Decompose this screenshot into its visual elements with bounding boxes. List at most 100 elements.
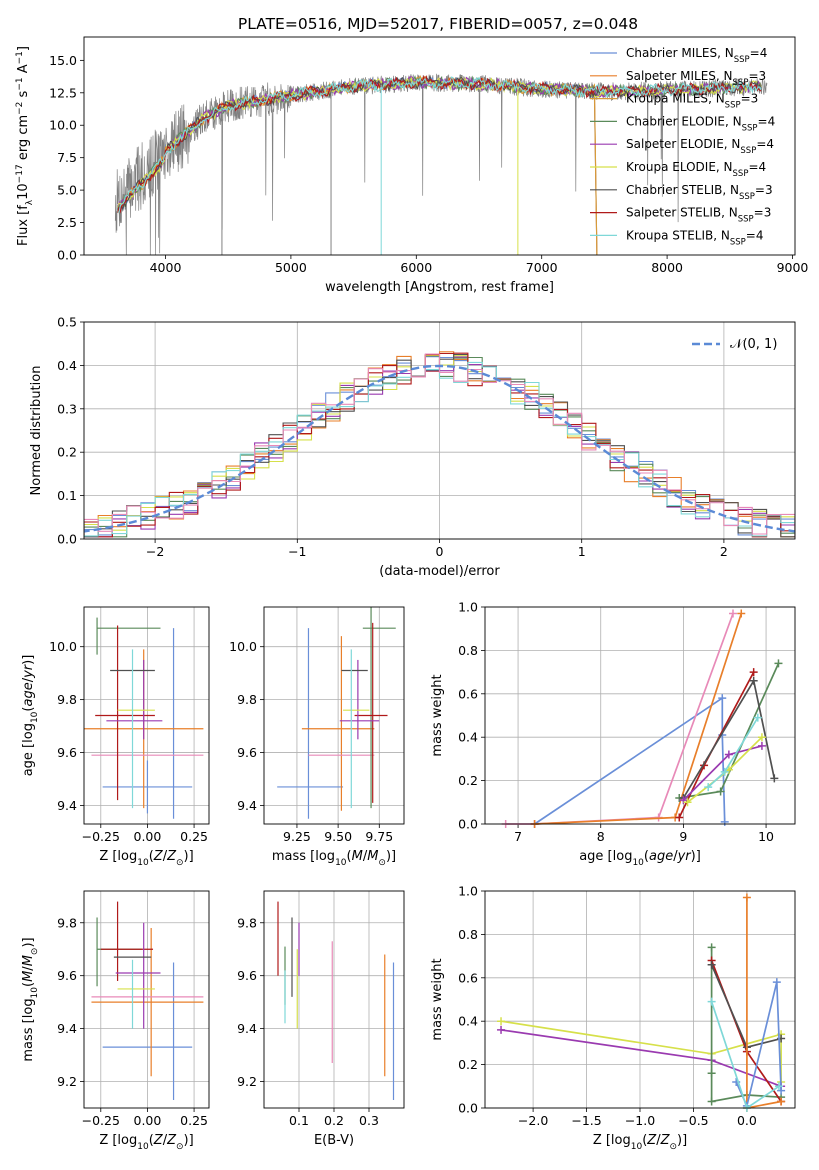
x-axis-label: (data-model)/error xyxy=(379,564,500,579)
label-part: )] xyxy=(184,1133,194,1148)
label-part: 10 xyxy=(30,987,40,999)
label-part: −1 xyxy=(15,51,25,64)
y-tick-label: 9.6 xyxy=(57,745,77,760)
legend-entry: Salpeter STELIB, NSSP=3 xyxy=(626,206,771,225)
legend-entry-sep: , N xyxy=(716,160,733,174)
label-part: ( xyxy=(149,1133,154,1148)
label-part: )] xyxy=(677,1133,687,1148)
y-tick-label: 12.5 xyxy=(49,85,77,100)
x-tick-label: 4000 xyxy=(150,260,182,275)
weight-point-marker xyxy=(704,783,713,792)
x-axis-label: age [log10(age/yr)] xyxy=(579,849,701,868)
y-tick-label: 0.1 xyxy=(57,488,77,503)
y-tick-label: 9.8 xyxy=(57,692,77,707)
legend-entry-name: Chabrier MILES xyxy=(626,46,717,60)
label-part: Z xyxy=(646,1133,657,1148)
weight-point-marker xyxy=(720,767,729,776)
legend-entry: Chabrier MILES, NSSP=4 xyxy=(626,46,767,65)
y-tick-label: 7.5 xyxy=(57,150,77,165)
y-axis-label: Normed distribution xyxy=(29,366,44,496)
label-part: 10 xyxy=(30,711,40,723)
label-part: ⊙ xyxy=(30,948,40,956)
legend-entry-nssp: 3 xyxy=(759,69,767,83)
weight-point-marker xyxy=(729,609,737,618)
label-part: M xyxy=(367,849,378,864)
label-part: ] xyxy=(16,46,31,51)
y-tick-label: 9.4 xyxy=(57,1021,77,1036)
legend-entry-sep: , N xyxy=(722,183,739,197)
weight-point-marker xyxy=(497,1017,506,1026)
x-tick-label: 0.3 xyxy=(359,1113,379,1128)
figure-title: PLATE=0516, MJD=52017, FIBERID=0057, z=0… xyxy=(238,15,638,33)
label-part: A xyxy=(16,64,31,77)
age_vs_Z-frame xyxy=(83,606,210,825)
label-part: s xyxy=(16,90,31,101)
legend-entry-sub: SSP xyxy=(739,192,755,202)
label-part: M xyxy=(352,849,363,864)
spectrum-lines xyxy=(114,73,768,255)
x-tick-label: −2 xyxy=(146,544,164,559)
y-tick-label: 5.0 xyxy=(57,183,77,198)
weight-point-marker xyxy=(757,733,766,742)
label-part: −17 xyxy=(15,164,25,183)
residuals-frame xyxy=(83,321,796,540)
label-part: λ xyxy=(25,199,35,205)
weight-point-marker xyxy=(720,817,729,826)
weight-point-marker xyxy=(707,1069,716,1078)
label-part: )] xyxy=(21,655,36,665)
weight-series-line xyxy=(500,1029,782,1088)
label-part: )] xyxy=(691,849,701,864)
model-line-chabrier-stelib xyxy=(117,74,762,211)
weight-point-marker xyxy=(716,787,725,796)
legend-entry-eq: = xyxy=(748,160,758,174)
y-axis-label: mass weight xyxy=(430,958,445,1040)
legend-entry-name: Kroupa MILES xyxy=(626,92,708,106)
weight-point-marker xyxy=(707,1097,716,1106)
label-part: 10 xyxy=(137,858,149,868)
mass_vs_Z-frame xyxy=(83,890,210,1109)
x-tick-label: 7000 xyxy=(526,260,558,275)
legend-entry-name: Salpeter STELIB xyxy=(626,206,721,220)
y-tick-label: 9.8 xyxy=(237,915,257,930)
mass_weight_vs_age-frame xyxy=(484,606,796,825)
legend-entry-sub: SSP xyxy=(725,101,741,111)
axes-age_vs_mass: 9.25 9.50 9.75 9.4 9.6 9.8 10.0 xyxy=(229,607,404,844)
y-axis-label: mass weight xyxy=(430,674,445,756)
x-tick-label: 9000 xyxy=(777,260,809,275)
weight-point-marker xyxy=(724,750,733,759)
axes-mass_weight_vs_Z: −2.0 −1.5 −1.0 −0.5 0.0 0.0 0.2 0.4 0.6 0.8 1.0 xyxy=(458,884,795,1128)
legend-entry: Chabrier STELIB, NSSP=3 xyxy=(626,183,773,202)
label-part: ( xyxy=(644,849,649,864)
label-part: 10 xyxy=(335,858,347,868)
x-tick-label: 2 xyxy=(720,544,728,559)
label-part: 10 xyxy=(137,1142,149,1152)
label-part: −2 xyxy=(15,102,25,115)
weight-point-marker xyxy=(774,659,783,668)
legend-entry: Kroupa MILES, NSSP=3 xyxy=(626,92,758,111)
x-axis-label: Z [log10(Z/Z⊙)] xyxy=(99,1133,193,1152)
label-part: yr xyxy=(21,663,36,679)
y-tick-label: 9.6 xyxy=(57,968,77,983)
weight-point-marker xyxy=(737,609,746,618)
y-tick-label: 9.4 xyxy=(237,798,257,813)
x-tick-label: 1 xyxy=(578,544,586,559)
y-tick-label: 0.4 xyxy=(57,358,77,373)
legend-entry: Salpeter ELODIE, NSSP=4 xyxy=(626,137,774,156)
legend-entry: Chabrier ELODIE, NSSP=4 xyxy=(626,114,775,133)
y-tick-label: 0.0 xyxy=(57,532,77,547)
legend-entry-nssp: 4 xyxy=(759,160,767,174)
legend-entry-sep: , N xyxy=(721,206,738,220)
label-part: ⊙ xyxy=(176,858,184,868)
x-tick-label: 0.0 xyxy=(737,1113,757,1128)
label-part: ( xyxy=(21,707,36,712)
y-tick-label: 0.2 xyxy=(57,445,77,460)
y-tick-label: 9.4 xyxy=(237,1021,257,1036)
weight-series-line xyxy=(534,696,726,825)
y-tick-label: 0.0 xyxy=(57,248,77,263)
x-tick-label: 0.25 xyxy=(180,1113,208,1128)
label-part: Z xyxy=(166,849,177,864)
y-tick-label: 0.6 xyxy=(458,970,478,985)
label-part: mass [log xyxy=(272,849,335,864)
